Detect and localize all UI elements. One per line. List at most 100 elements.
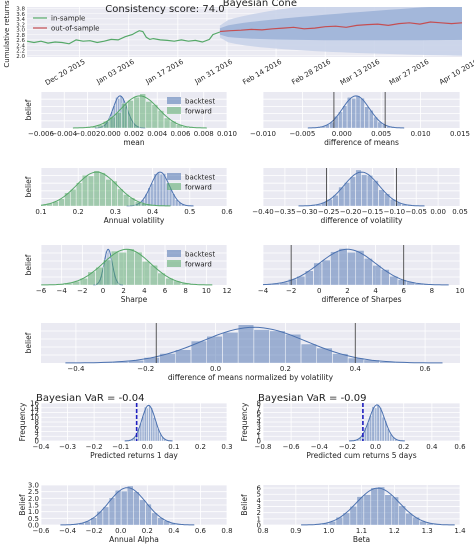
beta-y-axis-label: Belief	[240, 494, 249, 516]
diff_sharpe-hist-bar-dist	[364, 258, 373, 286]
beta-hist-bar-dist	[384, 494, 392, 526]
diff_means-xtick-label: −0.005	[289, 130, 315, 138]
mean-hist-bar-forward	[139, 93, 146, 129]
var5-ytick-label: 7	[257, 404, 261, 412]
sharpe-y-axis-label: belief	[24, 254, 33, 275]
diff_vol-xtick-label: −0.30	[296, 208, 317, 216]
sharpe-legend-label-forward: forward	[185, 261, 212, 269]
var5-ytick-label: 1	[257, 433, 261, 441]
beta-ytick-label: 5	[257, 491, 261, 499]
alpha-xtick-label: −0.4	[59, 527, 77, 535]
vol-hist-bar-backtest	[150, 183, 154, 207]
mean-legend-swatch-backtest	[167, 97, 181, 104]
cone-xtick-label: Mar 27 2016	[388, 58, 431, 87]
diff_means-hist-bar-dist	[364, 106, 369, 129]
var5-xtick-label: 0.0	[370, 443, 381, 451]
diff_means-hist-bar-dist	[355, 95, 361, 129]
beta-hist-bar-dist	[335, 516, 343, 526]
var1-y-axis-label: Frequency	[18, 402, 27, 441]
vol-xtick-label: 0.6	[221, 208, 233, 216]
diff_sharpe-hist-bar-dist	[313, 262, 322, 286]
alpha-ytick-label: 0.5	[28, 515, 39, 523]
cone-ytick-label: 2.4	[16, 43, 25, 49]
diff_sharpe-hist-bar-dist	[355, 250, 365, 286]
beta-ytick-label: 0	[257, 522, 261, 530]
vol-xtick-label: 0.1	[35, 208, 46, 216]
vol-hist-bar-forward	[87, 175, 94, 207]
sharpe-kde-line-forward	[41, 248, 213, 286]
mean-xtick-label: 0.010	[217, 130, 237, 138]
diff_norm-hist-bar-dist	[190, 340, 207, 364]
diff_vol-xtick-label: −0.40	[252, 208, 273, 216]
sharpe-xtick-label: 6	[163, 287, 168, 295]
var5-hist-bar-dist	[381, 417, 385, 442]
alpha-ytick-label: 1.0	[28, 508, 39, 516]
beta-ytick-label: 3	[257, 503, 261, 511]
var1-ytick-label: 8	[35, 419, 39, 427]
var5-title: Bayesian VaR = -0.09	[258, 393, 366, 404]
vol-chart: 0.1 0.2 0.3 0.4 0.5 0.6 Annual volatility belie…	[24, 168, 233, 225]
var1-ytick-label: 10	[30, 414, 39, 422]
alpha-xtick-label: −0.6	[33, 527, 51, 535]
diff_norm-xtick-label: −0.2	[137, 365, 154, 373]
diff_sharpe-xtick-label: 2	[345, 287, 349, 295]
diff_means-hist-bar-dist	[360, 97, 365, 129]
var5-y-axis-label: Frequency	[240, 402, 249, 441]
var5-hist-bar-dist	[371, 406, 375, 442]
vol-hist-bar-forward	[117, 188, 124, 207]
var5-xtick-label: −0.4	[311, 443, 329, 451]
diff_norm-xtick-label: 0.0	[210, 365, 221, 373]
var5-ytick-label: 5	[257, 414, 261, 422]
alpha-hist-bar-dist	[115, 490, 122, 526]
mean-hist-bar-forward	[121, 103, 128, 129]
diff_sharpe-xtick-label: 4	[373, 287, 378, 295]
beta-x-axis-label: Beta	[353, 535, 370, 544]
beta-ytick-label: 1	[257, 515, 261, 523]
vol-xtick-label: 0.5	[184, 208, 195, 216]
cone-ytick-label: 2.0	[16, 54, 25, 60]
cone-ytick-label: 2.8	[16, 33, 25, 39]
mean-chart: −0.006−0.004−0.002 0.000 0.002 0.004 0.006 0.…	[24, 92, 237, 147]
var5-ytick-label: 0	[257, 438, 261, 446]
var5-hist-bar-dist	[379, 407, 382, 442]
diff_sharpe-x-axis-label: difference of Sharpes	[321, 295, 401, 304]
diff_vol-hist-bar-dist	[344, 182, 350, 207]
alpha-hist-bar-dist	[108, 497, 116, 526]
cone-xtick-label: Jan 17 2016	[144, 58, 186, 87]
beta-hist-bar-dist	[370, 487, 378, 526]
alpha-ytick-label: 1.5	[28, 502, 39, 510]
var1-xtick-label: 0.0	[142, 443, 153, 451]
diff_vol-hist-bar-dist	[378, 189, 385, 207]
beta-xtick-label: 1.2	[389, 527, 400, 535]
diff_norm-y-axis-label: belief	[24, 332, 33, 353]
diff_norm-hist-bar-dist	[300, 343, 317, 364]
var5-hist-bar-dist	[374, 407, 377, 442]
var1-xtick-label: −0.3	[59, 443, 76, 451]
diff_norm-xtick-label: 0.6	[420, 365, 432, 373]
sharpe-legend-swatch-backtest	[167, 250, 181, 257]
sharpe-xtick-label: 4	[142, 287, 147, 295]
vol-hist-bar-backtest	[159, 174, 163, 207]
cone-legend-label-out-of-sample: out-of-sample	[51, 25, 99, 33]
diff_vol-hist-bar-dist	[355, 169, 362, 207]
diff_vol-xtick-label: 0.05	[452, 208, 468, 216]
sharpe-xtick-label: −4	[57, 287, 68, 295]
sharpe-hist-bar-forward	[126, 248, 135, 286]
mean-hist-bar-forward	[133, 97, 140, 129]
diff_sharpe-hist-bar-dist	[321, 259, 331, 286]
sharpe-x-axis-label: Sharpe	[121, 295, 148, 304]
cone-xtick-label: Mar 13 2016	[339, 58, 382, 87]
var5-xtick-label: −0.6	[283, 443, 301, 451]
var1-hist-bar-dist	[146, 408, 149, 442]
cone-xtick-label: Feb 14 2016	[241, 58, 283, 87]
var1-xtick-label: −0.2	[86, 443, 103, 451]
cone-ytick-label: 3.8	[16, 7, 25, 13]
mean-legend-swatch-forward	[167, 107, 181, 114]
var5-ytick-label: 6	[257, 409, 262, 417]
sharpe-xtick-label: 2	[121, 287, 125, 295]
vol-hist-bar-backtest	[162, 173, 166, 207]
sharpe-xtick-label: 8	[183, 287, 187, 295]
cone-consistency-score: Consistency score: 74.0	[105, 4, 224, 15]
diff_sharpe-hist-bar-dist	[330, 251, 339, 286]
